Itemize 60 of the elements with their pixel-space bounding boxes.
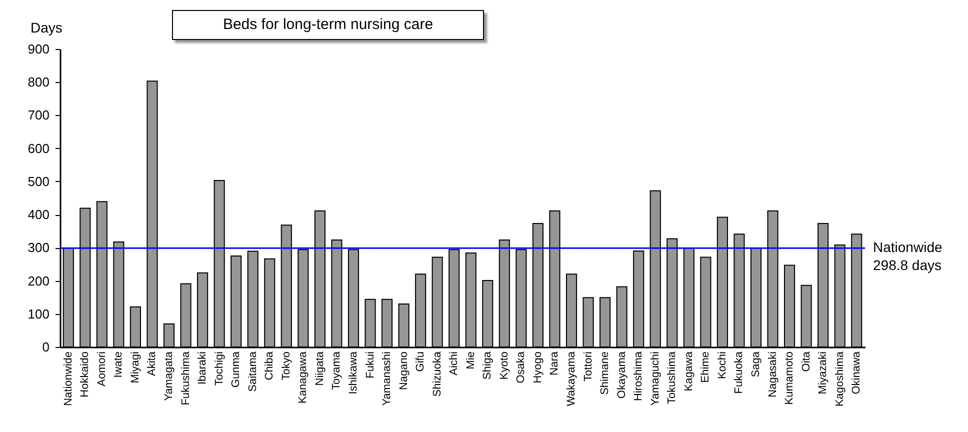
x-tick-label: Kochi — [716, 352, 728, 380]
x-tick-label: Kagawa — [682, 350, 695, 392]
x-tick-label: Kanagawa — [297, 350, 310, 404]
x-tick-label: Yamaguchi — [649, 352, 662, 406]
x-tick-label: Fukuoka — [733, 350, 746, 394]
y-tick-label: 200 — [28, 273, 50, 288]
y-tick-label: 400 — [28, 207, 50, 222]
y-tick-label: 600 — [28, 140, 50, 156]
x-tick-label: Mie — [464, 352, 477, 370]
x-tick-label: Yamanashi — [381, 352, 394, 406]
x-tick-label: Miyagi — [129, 352, 142, 384]
x-tick-label: Osaka — [515, 350, 528, 384]
x-tick-label: Kumamoto — [784, 352, 796, 405]
x-tick-label: Tochigi — [213, 352, 226, 386]
x-tick-label: Saitama — [246, 350, 259, 392]
y-tick-label: 900 — [28, 42, 50, 56]
x-tick-label: Shizuoka — [431, 350, 444, 397]
x-tick-label: Hiroshima — [632, 350, 645, 402]
x-tick-label: Toyama — [330, 350, 343, 390]
x-tick-label: Saga — [750, 350, 762, 378]
x-tick-label: Hyogo — [532, 352, 544, 384]
x-tick-label: Shimane — [599, 352, 612, 395]
x-tick-label: Gunma — [230, 350, 242, 388]
y-tick-label: 300 — [28, 240, 50, 256]
x-tick-label: Okinawa — [850, 350, 863, 394]
y-tick-label: 0 — [42, 340, 50, 354]
x-tick-label: Chiba — [264, 350, 276, 380]
y-tick-label: 100 — [28, 306, 50, 322]
x-tick-label: Nara — [548, 350, 561, 376]
y-tick-label: 800 — [28, 74, 50, 90]
x-tick-label: Tokyo — [280, 352, 292, 380]
x-tick-label: Akita — [146, 350, 158, 376]
x-tick-label: Shiga — [482, 350, 494, 380]
x-tick-label: Nagasaki — [766, 352, 779, 398]
x-tick-label: Fukushima — [180, 350, 192, 406]
x-tick-label: Nagano — [398, 352, 410, 390]
x-tick-label: Tottori — [582, 352, 594, 382]
x-tick-label: Kyoto — [498, 352, 510, 380]
ref-line-label: Nationwide 298.8 days — [873, 239, 942, 274]
x-tick-label: Iwate — [112, 352, 125, 378]
x-tick-label: Gifu — [414, 352, 427, 372]
x-tick-label: Aichi — [448, 352, 460, 376]
x-tick-label: Nationwide — [62, 352, 74, 406]
x-tick-label: Wakayama — [566, 350, 578, 406]
x-tick-label: Tokushima — [666, 350, 678, 404]
x-tick-label: Hokkaido — [79, 352, 92, 398]
y-tick-label: 500 — [28, 174, 50, 189]
x-tick-label: Yamagata — [163, 350, 176, 401]
x-tick-label: Ibaraki — [196, 352, 209, 385]
x-tick-label: Ehime — [700, 352, 712, 383]
x-tick-label: Niigata — [314, 350, 326, 386]
x-tick-label: Fukui — [364, 352, 376, 378]
x-tick-label: Kagoshima — [834, 350, 846, 407]
y-axis-title: Days — [30, 20, 62, 36]
x-tick-label: Ishikawa — [347, 350, 360, 394]
x-tick-label: Miyazaki — [817, 352, 830, 394]
x-tick-label: Oita — [800, 350, 812, 372]
x-tick-label: Okayama — [616, 350, 628, 399]
x-tick-label: Aomori — [96, 352, 108, 386]
y-tick-label: 700 — [28, 108, 50, 123]
